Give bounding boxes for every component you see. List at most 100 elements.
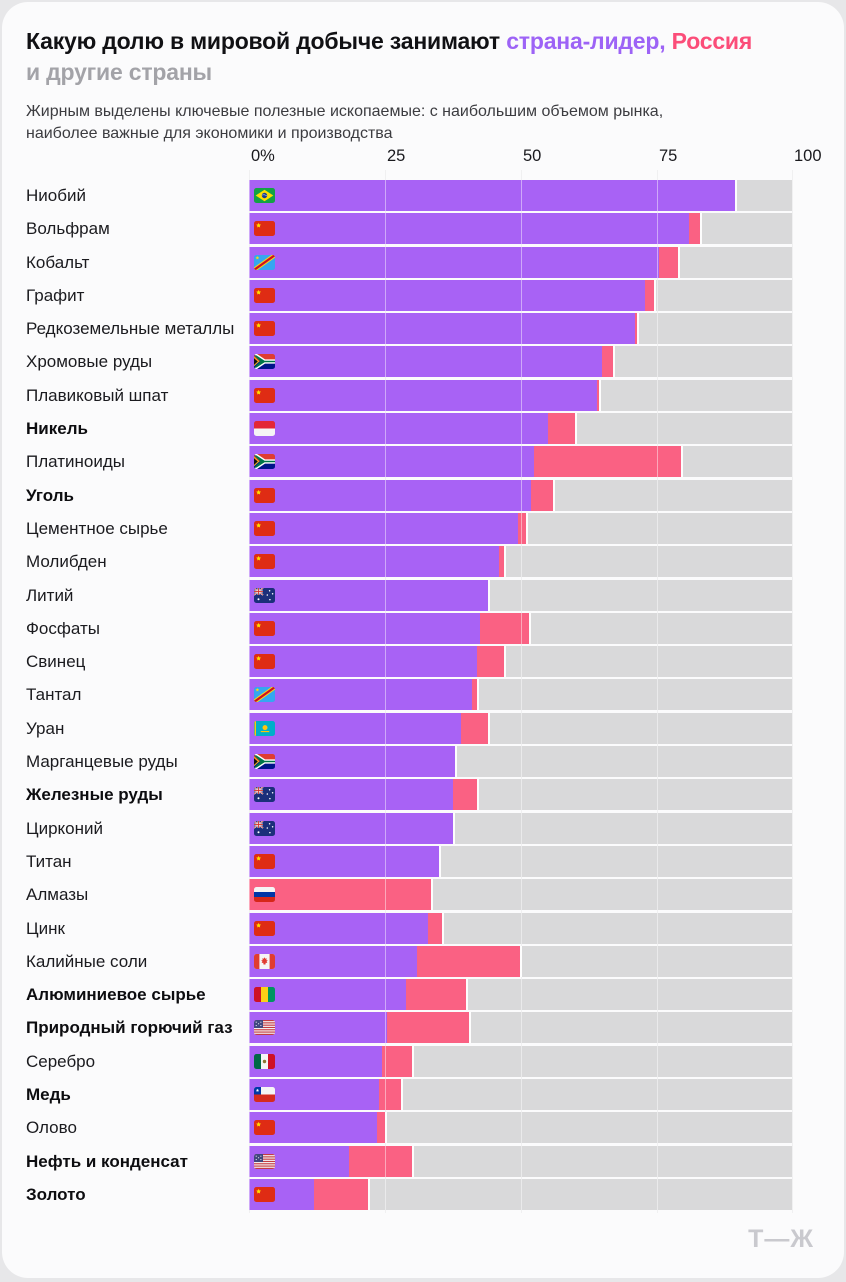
flag-australia-icon (254, 587, 275, 603)
row-label: Литий (26, 585, 74, 605)
russia-share-bar (517, 512, 526, 544)
row-label: Алюминиевое сырье (26, 985, 206, 1005)
x-axis-tick-50: 50 (523, 147, 542, 165)
x-axis-tick-0: 0% (251, 147, 275, 165)
row-label: Калийные соли (26, 951, 148, 971)
bar-row: Железные руды (2, 779, 844, 811)
flag-china-icon (254, 554, 275, 570)
flag-usa-icon (254, 1020, 275, 1036)
others-share-bar (249, 746, 792, 778)
flag-south-africa-icon (254, 454, 275, 470)
flag-brazil-icon (254, 188, 275, 203)
row-label: Редкоземельные металлы (26, 319, 235, 339)
bar-row: Вольфрам (2, 213, 844, 245)
leader-share-bar (249, 346, 602, 378)
stacked-fill (249, 379, 602, 411)
bar-row: Цементное сырье (2, 512, 844, 544)
flag-indonesia-icon (254, 421, 275, 437)
bar-row: Редкоземельные металлы (2, 313, 844, 345)
flag-china-icon (254, 920, 275, 936)
flag-china-icon (254, 221, 275, 237)
stacked-fill (249, 646, 507, 678)
bar-row: Золото (2, 1178, 844, 1210)
flag-china-icon (254, 1186, 275, 1202)
row-label: Цементное сырье (26, 518, 168, 538)
row-label: Уран (26, 718, 65, 738)
leader-share-bar (249, 845, 440, 877)
row-label: Цинк (26, 918, 65, 938)
row-label: Серебро (26, 1051, 96, 1071)
stacked-fill (249, 746, 458, 778)
chart-subtitle: Жирным выделены ключевые полезные ископа… (26, 101, 820, 145)
flag-usa-icon (254, 1153, 275, 1169)
others-share-bar (249, 1112, 792, 1144)
leader-share-bar (249, 213, 689, 245)
gridline-over-75 (657, 170, 658, 1213)
leader-share-bar (249, 945, 418, 977)
stacked-fill (249, 479, 556, 511)
stacked-fill (249, 712, 490, 744)
stacked-fill (249, 1012, 471, 1044)
russia-share-bar (547, 413, 575, 445)
row-label: Олово (26, 1118, 77, 1138)
flag-drc-icon (254, 687, 275, 703)
others-share-bar (249, 479, 792, 511)
flag-china-icon (254, 654, 275, 670)
row-label: Платиноиды (26, 452, 125, 472)
gridline-under-100 (792, 170, 793, 1213)
row-label: Титан (26, 851, 72, 871)
bar-row: Олово (2, 1112, 844, 1144)
x-axis-tick-75: 75 (659, 147, 678, 165)
row-label: Природный горючий газ (26, 1018, 233, 1038)
stacked-fill (249, 779, 480, 811)
others-share-bar (249, 879, 792, 911)
leader-share-bar (249, 712, 461, 744)
leader-share-bar (249, 546, 499, 578)
leader-share-bar (249, 246, 659, 278)
row-label: Марганцевые руды (26, 752, 178, 772)
row-label: Цирконий (26, 818, 103, 838)
others-share-bar (249, 512, 792, 544)
flag-kazakhstan-icon (254, 720, 275, 736)
flag-guinea-icon (254, 987, 275, 1003)
bar-row: Платиноиды (2, 446, 844, 478)
row-label: Уголь (26, 485, 74, 505)
others-share-bar (249, 279, 792, 311)
page-title: Какую долю в мировой добыче занимают стр… (26, 26, 820, 88)
row-label: Графит (26, 285, 85, 305)
row-label: Хромовые руды (26, 352, 153, 372)
bar-row: Никель (2, 413, 844, 445)
flag-china-icon (254, 853, 275, 869)
title-russia-accent: Россия (671, 28, 753, 54)
others-share-bar (249, 1045, 792, 1077)
leader-share-bar (249, 313, 635, 345)
row-label: Кобальт (26, 252, 90, 272)
russia-share-bar (534, 446, 681, 478)
others-share-bar (249, 845, 792, 877)
flag-canada-icon (254, 953, 275, 969)
row-label: Фосфаты (26, 618, 100, 638)
bar-row: Нефть и конденсат (2, 1145, 844, 1177)
row-label: Железные руды (26, 785, 163, 805)
russia-share-bar (645, 279, 654, 311)
bar-row: Плавиковый шпат (2, 379, 844, 411)
others-share-bar (249, 1145, 792, 1177)
russia-share-bar (417, 945, 521, 977)
stacked-fill (249, 446, 683, 478)
others-share-bar (249, 246, 792, 278)
leader-share-bar (249, 746, 456, 778)
others-share-bar (249, 779, 792, 811)
bar-row: Калийные соли (2, 945, 844, 977)
bar-row: Графит (2, 279, 844, 311)
russia-share-bar (460, 712, 488, 744)
leader-share-bar (249, 879, 431, 911)
flag-australia-icon (254, 820, 275, 836)
leader-share-bar (249, 279, 646, 311)
russia-share-bar (376, 1112, 385, 1144)
flag-china-icon (254, 520, 275, 536)
others-share-bar (249, 579, 792, 611)
row-label: Нефть и конденсат (26, 1151, 188, 1171)
tj-logo: Т—Ж (748, 1225, 814, 1253)
russia-share-bar (634, 313, 638, 345)
